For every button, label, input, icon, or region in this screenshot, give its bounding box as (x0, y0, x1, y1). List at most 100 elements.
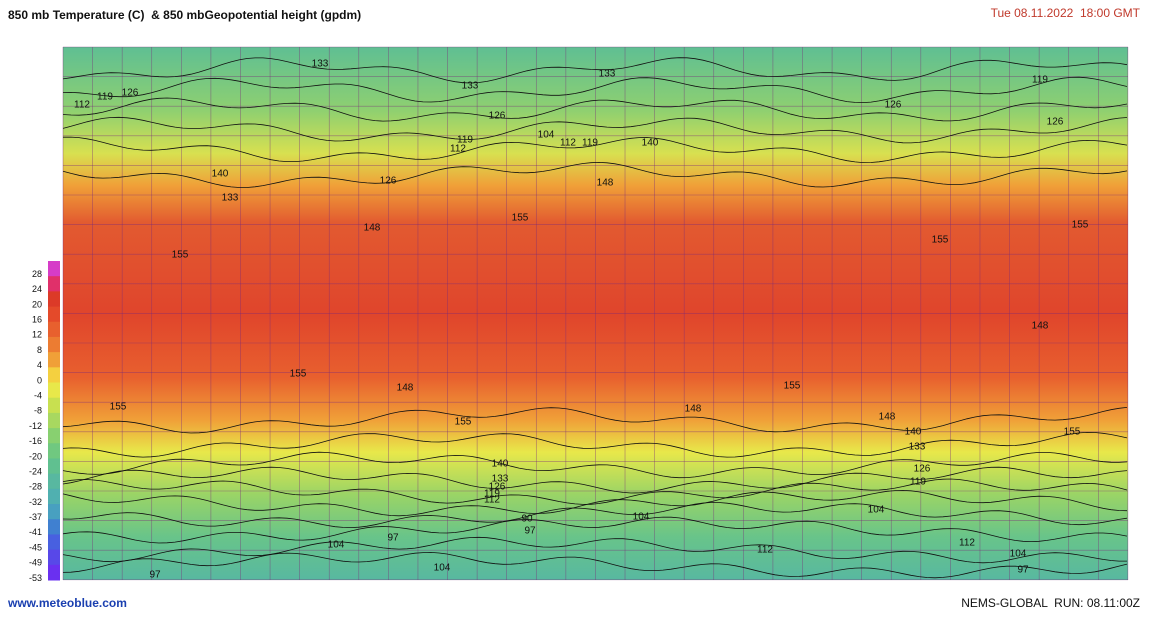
contour-label: 126 (885, 100, 902, 111)
legend-swatch (48, 397, 60, 414)
contour-label: 97 (524, 526, 536, 537)
contour-label: 155 (172, 250, 189, 261)
contour-line (62, 536, 1127, 564)
contour-line (62, 489, 1128, 517)
legend-swatch (48, 519, 60, 535)
contour-label: 155 (784, 381, 801, 392)
legend-label: 24 (32, 284, 42, 294)
legend-swatch (48, 534, 60, 551)
legend-swatch (48, 352, 60, 368)
contour-line (62, 116, 1128, 144)
legend-swatch (48, 473, 60, 490)
color-legend: 28 24 20 16 12 8 4 0 -4 -8 -12 -16 -20 -24 -28 -32 -37 -4… (29, 261, 60, 583)
contour-line (62, 57, 1128, 84)
contour-line (62, 478, 1128, 505)
contour-label: 126 (489, 482, 506, 493)
contour-line (62, 136, 1128, 164)
contour-label: 104 (328, 540, 345, 551)
contour-label: 104 (868, 505, 885, 516)
contour-label: 133 (599, 69, 616, 80)
contour-label: 155 (290, 369, 307, 380)
contour-label: 126 (914, 464, 931, 475)
legend-label: -41 (29, 527, 42, 537)
contour-label: 112 (757, 545, 773, 556)
contour-label: 119 (1032, 75, 1048, 86)
contour-label: 140 (212, 169, 229, 180)
legend-label: -45 (29, 542, 42, 552)
contour-label: 155 (1064, 427, 1081, 438)
contour-label: 104 (633, 512, 650, 523)
legend-swatch (48, 549, 60, 566)
lat-lon-grid (62, 46, 1129, 581)
map-title: 850 mb Temperature (C) & 850 mbGeopotent… (8, 8, 361, 22)
contour-label: 97 (1017, 565, 1029, 576)
legend-swatch (48, 321, 60, 338)
legend-label: -28 (29, 482, 42, 492)
legend-label: -20 (29, 451, 42, 461)
contour-label: 112 (560, 138, 576, 149)
legend-label: -37 (29, 512, 42, 522)
contour-line (62, 407, 1128, 434)
contour-label: 148 (879, 412, 896, 423)
legend-swatch (48, 261, 60, 277)
legend-label: -4 (34, 390, 42, 400)
contour-label: 112 (74, 100, 90, 111)
contour-label: 155 (110, 402, 127, 413)
contour-label: 133 (492, 474, 509, 485)
legend-swatch (48, 367, 60, 384)
contour-line (62, 551, 1128, 579)
contour-label: 148 (364, 223, 381, 234)
contour-label: 112 (450, 144, 466, 155)
contour-label: 126 (1047, 117, 1064, 128)
legend-label: -16 (29, 436, 42, 446)
contour-label: 155 (1072, 220, 1089, 231)
legend-label: -12 (29, 421, 42, 431)
contour-label: 148 (397, 383, 414, 394)
contour-label: 119 (582, 138, 598, 149)
contour-label: 140 (905, 427, 922, 438)
contour-label: 140 (642, 138, 659, 149)
map-datetime: Tue 08.11.2022 18:00 GMT (991, 6, 1141, 20)
legend-swatch (48, 458, 60, 475)
legend-swatch (48, 564, 60, 581)
legend-swatch (48, 382, 60, 399)
legend-label: 20 (32, 299, 42, 309)
contour-label: 104 (434, 563, 451, 574)
contour-label: 148 (597, 178, 614, 189)
contour-label: 90 (521, 514, 533, 525)
legend-label: -49 (29, 558, 42, 568)
source-link[interactable]: www.meteoblue.com (7, 596, 127, 610)
legend-swatch (48, 428, 60, 444)
contour-label: 112 (959, 538, 975, 549)
contour-line (62, 451, 1128, 479)
contour-line (62, 502, 1128, 529)
legend-swatch (48, 443, 60, 459)
model-run: NEMS-GLOBAL RUN: 08.11:00Z (961, 596, 1140, 610)
contour-label: 155 (455, 417, 472, 428)
contour-label: 140 (492, 459, 509, 470)
contour-label: 133 (312, 59, 329, 70)
legend-swatch (48, 306, 60, 323)
contour-label: 112 (484, 495, 500, 506)
contour-label: 133 (462, 81, 479, 92)
contour-label: 148 (685, 404, 702, 415)
legend-label: -8 (34, 406, 42, 416)
contour-label: 119 (910, 477, 926, 488)
contour-label: 97 (387, 533, 399, 544)
contour-line (62, 161, 1128, 188)
contour-label: 104 (538, 130, 555, 141)
contour-label: 126 (122, 88, 139, 99)
contour-label: 148 (1032, 321, 1049, 332)
height-contours (62, 57, 1128, 579)
legend-label: -32 (29, 497, 42, 507)
contour-label: 133 (222, 193, 239, 204)
contour-label: 155 (512, 213, 529, 224)
contour-label: 97 (149, 570, 161, 581)
contour-label: 126 (380, 176, 397, 187)
legend-label: -53 (29, 573, 42, 583)
legend-label: 12 (32, 330, 42, 340)
contour-line (62, 466, 1128, 494)
contour-label: 126 (489, 111, 506, 122)
